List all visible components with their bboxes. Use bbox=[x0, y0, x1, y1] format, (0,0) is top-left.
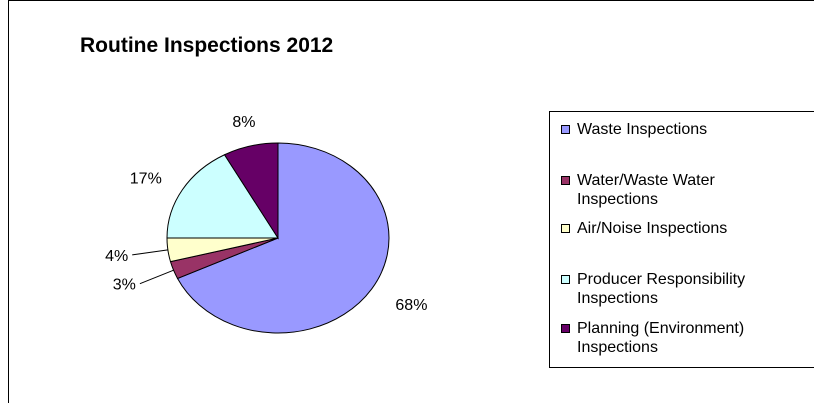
data-label: 4% bbox=[105, 248, 128, 265]
legend-label: Planning (Environment) Inspections bbox=[577, 320, 745, 356]
legend-item-air-noise: Air/Noise Inspections bbox=[561, 219, 727, 238]
chart-title: Routine Inspections 2012 bbox=[80, 34, 334, 57]
data-label: 8% bbox=[232, 114, 255, 131]
legend-item-water: Water/Waste Water Inspections bbox=[561, 171, 715, 209]
data-label: 3% bbox=[113, 277, 136, 294]
pie-slice bbox=[223, 142, 279, 240]
legend-swatch bbox=[561, 125, 570, 134]
data-label: 17% bbox=[130, 170, 162, 187]
legend-label: Waste Inspections bbox=[577, 121, 708, 138]
pie-slice bbox=[166, 154, 279, 239]
legend-item-producer: Producer Responsibility Inspections bbox=[561, 270, 745, 308]
data-labels: 68% 3% 4% 17% 8% bbox=[105, 114, 427, 314]
legend-label: Air/Noise Inspections bbox=[577, 220, 728, 237]
data-label: 68% bbox=[395, 297, 427, 314]
legend-item-planning: Planning (Environment) Inspections bbox=[561, 319, 744, 357]
legend-swatch bbox=[561, 176, 570, 185]
legend-swatch bbox=[561, 224, 570, 233]
legend-label: Water/Waste Water Inspections bbox=[577, 172, 715, 208]
pie-slices bbox=[166, 142, 390, 334]
leader-line bbox=[132, 249, 168, 256]
legend-label: Producer Responsibility Inspections bbox=[577, 271, 746, 307]
pie-slice bbox=[176, 142, 390, 334]
leader-lines bbox=[132, 249, 174, 285]
legend-swatch bbox=[561, 324, 570, 333]
leader-line bbox=[139, 269, 174, 285]
legend-item-waste: Waste Inspections bbox=[561, 120, 707, 139]
legend: Waste Inspections Water/Waste Water Insp… bbox=[549, 111, 814, 368]
legend-swatch bbox=[561, 275, 570, 284]
